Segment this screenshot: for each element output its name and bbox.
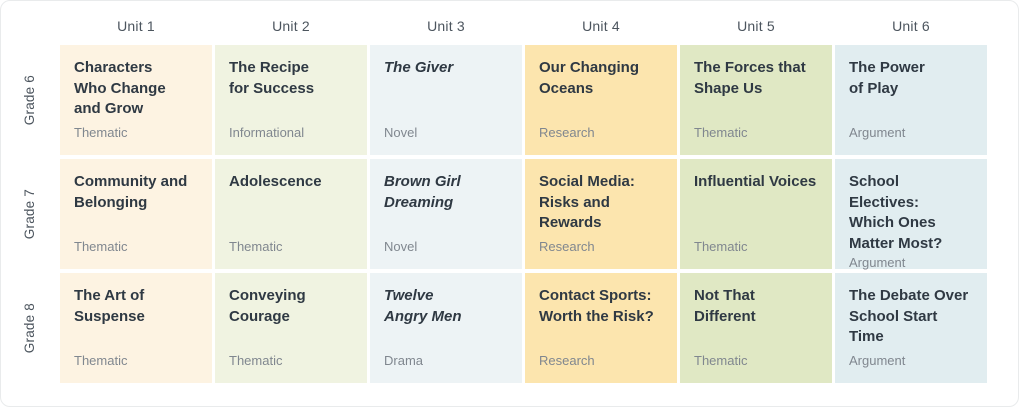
unit-title: The Debate Over School Start Time [849,287,969,346]
unit-title: Conveying Courage [229,287,306,325]
unit-card-grade8-unit2[interactable]: Conveying Courage Thematic [215,273,367,383]
unit-title: Our Changing Oceans [539,59,639,97]
unit-type-label: Research [539,125,595,141]
unit-card-grade7-unit1[interactable]: Community and Belonging Thematic [60,159,212,269]
unit-type-label: Research [539,353,595,369]
unit-card-grade6-unit2[interactable]: The Recipe for Success Informational [215,45,367,155]
grade-6-row-label: Grade 6 [21,74,37,126]
unit-title: Not That Different [694,287,756,325]
unit-type-label: Thematic [694,239,748,255]
unit-type-label: Thematic [229,239,283,255]
unit-card-grade6-unit4[interactable]: Our Changing Oceans Research [525,45,677,155]
unit-card-grade7-unit4[interactable]: Social Media: Risks and Rewards Research [525,159,677,269]
unit-1-header: Unit 1 [117,18,155,34]
unit-title: The Giver [384,59,454,76]
unit-3-header: Unit 3 [427,18,465,34]
unit-card-grade7-unit6[interactable]: School Electives: Which Ones Matter Most… [835,159,987,270]
unit-type-label: Thematic [74,353,128,369]
unit-card-grade6-unit6[interactable]: The Power of Play Argument [835,45,987,155]
unit-2-header: Unit 2 [272,18,310,34]
unit-card-grade8-unit5[interactable]: Not That Different Thematic [680,273,832,383]
unit-title: The Recipe for Success [229,59,315,97]
unit-6-header: Unit 6 [892,18,930,34]
unit-title: Influential Voices [694,173,817,190]
unit-card-grade7-unit5[interactable]: Influential Voices Thematic [680,159,832,269]
unit-title: Adolescence [229,173,322,190]
unit-type-label: Thematic [694,125,748,141]
unit-title: Brown Girl Dreaming [384,173,461,211]
unit-type-label: Argument [849,125,906,141]
unit-type-label: Thematic [74,125,128,141]
unit-type-label: Novel [384,125,418,141]
unit-title: The Forces that Shape Us [694,59,806,97]
unit-type-label: Thematic [74,239,128,255]
unit-title: The Power of Play [849,59,925,97]
unit-type-label: Thematic [229,353,283,369]
unit-card-grade8-unit4[interactable]: Contact Sports: Worth the Risk? Research [525,273,677,383]
unit-title: School Electives: Which Ones Matter Most… [849,173,943,253]
grade-7-row-label: Grade 7 [21,188,37,240]
unit-card-grade6-unit5[interactable]: The Forces that Shape Us Thematic [680,45,832,155]
unit-type-label: Informational [229,125,305,141]
unit-title: The Art of Suspense [74,287,145,325]
unit-card-grade8-unit3[interactable]: Twelve Angry Men Drama [370,273,522,383]
unit-card-grade6-unit3[interactable]: The Giver Novel [370,45,522,155]
unit-title: Twelve Angry Men [384,287,462,325]
grid-corner-spacer [1,1,57,41]
unit-type-label: Argument [849,353,906,369]
unit-card-grade7-unit3[interactable]: Brown Girl Dreaming Novel [370,159,522,269]
unit-type-label: Argument [849,254,906,270]
unit-type-label: Novel [384,239,418,255]
unit-card-grade7-unit2[interactable]: Adolescence Thematic [215,159,367,269]
unit-4-header: Unit 4 [582,18,620,34]
unit-title: Contact Sports: Worth the Risk? [539,287,654,325]
unit-type-label: Drama [384,353,424,369]
unit-title: Characters Who Change and Grow [74,59,166,118]
unit-card-grade8-unit6[interactable]: The Debate Over School Start Time Argume… [835,273,987,383]
unit-5-header: Unit 5 [737,18,775,34]
grade-8-row-label: Grade 8 [21,302,37,354]
unit-title: Community and Belonging [74,173,188,211]
unit-title: Social Media: Risks and Rewards [539,173,635,232]
unit-type-label: Thematic [694,353,748,369]
unit-card-grade6-unit1[interactable]: Characters Who Change and Grow Thematic [60,45,212,155]
curriculum-grid: Unit 1 Unit 2 Unit 3 Unit 4 Unit 5 Unit … [1,1,1018,383]
unit-type-label: Research [539,239,595,255]
unit-card-grade8-unit1[interactable]: The Art of Suspense Thematic [60,273,212,383]
